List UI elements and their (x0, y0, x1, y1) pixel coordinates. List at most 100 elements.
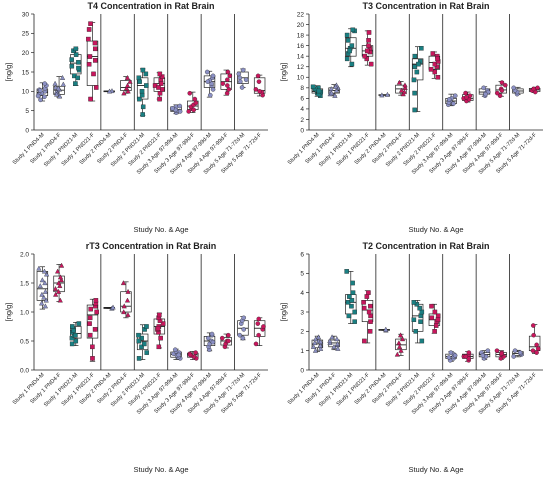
data-point (350, 27, 356, 33)
data-point (140, 104, 146, 110)
data-point (41, 294, 47, 300)
data-point (349, 303, 354, 309)
data-point (368, 61, 374, 67)
data-point (334, 336, 340, 342)
y-axis-label: [ng/g] (4, 303, 13, 322)
data-point (236, 71, 242, 77)
category-group (344, 269, 357, 324)
data-point (120, 280, 127, 286)
data-point (240, 67, 246, 73)
data-point (352, 319, 357, 324)
data-point (334, 341, 341, 346)
category-group (528, 323, 541, 355)
category-group (428, 303, 441, 334)
data-point (503, 82, 508, 88)
data-point (136, 332, 141, 338)
data-point (121, 309, 127, 315)
box (86, 304, 99, 339)
category-group (344, 27, 357, 68)
y-tick-label: 2.0 (20, 251, 29, 258)
data-point (92, 46, 98, 52)
y-tick-label: 4 (300, 106, 304, 113)
category-group (253, 73, 266, 98)
category-group (69, 321, 82, 347)
data-point (139, 89, 145, 94)
data-point (42, 288, 49, 294)
data-point (379, 92, 385, 98)
y-tick-label: 2 (300, 329, 304, 336)
data-point (88, 21, 93, 26)
data-point (139, 335, 144, 341)
data-point (452, 93, 458, 99)
data-point (177, 109, 183, 114)
y-tick-label: 22 (297, 11, 305, 18)
data-point (429, 303, 434, 309)
category-group (361, 290, 374, 344)
category-group (310, 334, 324, 353)
data-point (210, 87, 216, 92)
data-point (419, 45, 424, 51)
data-point (187, 90, 193, 96)
data-point (140, 67, 146, 73)
y-tick-label: 10 (22, 89, 30, 96)
data-point (124, 82, 131, 88)
category-group (170, 103, 183, 115)
data-point (364, 48, 370, 54)
category-group (461, 350, 474, 363)
data-point (57, 274, 64, 280)
data-point (124, 75, 131, 80)
data-point (345, 300, 351, 305)
category-group (120, 280, 132, 319)
category-group (86, 298, 99, 362)
category-group (153, 312, 166, 350)
data-point (255, 321, 261, 326)
data-point (418, 313, 424, 319)
data-point (226, 87, 232, 92)
data-point (394, 351, 400, 357)
data-point (76, 321, 82, 326)
data-point (401, 89, 407, 95)
data-point (127, 78, 133, 84)
data-point (205, 79, 210, 84)
data-point (429, 315, 435, 321)
data-point (75, 75, 81, 81)
data-point (530, 323, 536, 328)
data-point (41, 268, 48, 274)
data-point (124, 297, 131, 303)
data-point (318, 339, 324, 345)
y-tick-label: 0.0 (20, 367, 29, 374)
data-point (73, 52, 79, 57)
category-group (103, 304, 116, 311)
data-point (110, 304, 116, 310)
box (411, 58, 424, 81)
data-point (317, 343, 323, 348)
category-group (203, 69, 216, 98)
y-tick-label: 25 (22, 31, 30, 38)
data-point (346, 313, 352, 319)
data-point (256, 332, 261, 338)
data-point (224, 90, 230, 96)
data-point (344, 32, 350, 38)
data-point (253, 87, 259, 92)
data-point (535, 346, 541, 352)
t2-chart: T2 Concentration in Rat Brain 0 1 2 3 4 5 6 [ng/… (279, 241, 543, 474)
data-point (70, 324, 75, 329)
data-point (366, 43, 371, 48)
data-point (69, 57, 74, 62)
data-point (219, 335, 225, 341)
data-point (428, 67, 434, 72)
data-point (71, 328, 76, 333)
data-point (86, 61, 92, 67)
data-point (494, 348, 500, 353)
data-point (332, 83, 339, 89)
category-group (494, 80, 508, 99)
data-point (37, 283, 43, 288)
data-point (448, 350, 454, 355)
data-point (333, 87, 340, 93)
data-point (92, 327, 98, 332)
data-point (176, 352, 182, 358)
data-point (534, 350, 539, 355)
data-point (35, 93, 41, 99)
data-point (73, 338, 79, 344)
category-group (494, 348, 507, 361)
